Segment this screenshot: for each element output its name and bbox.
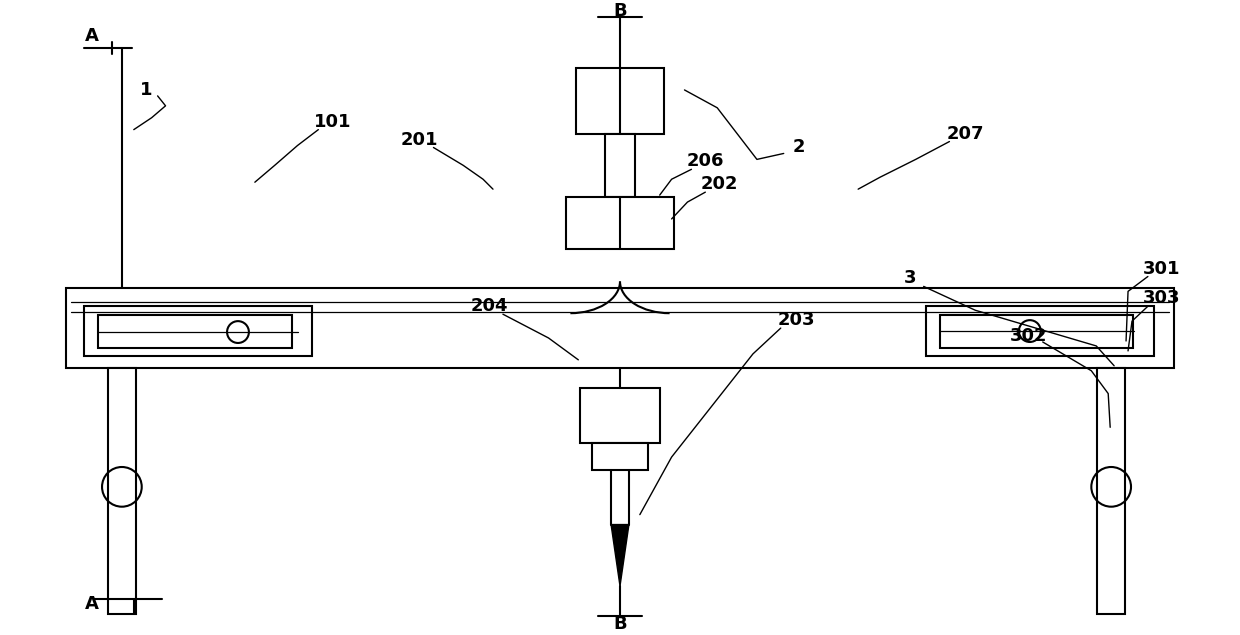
Text: 201: 201: [401, 131, 438, 149]
Polygon shape: [611, 525, 629, 586]
Bar: [84, 306, 312, 356]
Bar: [577, 68, 663, 133]
Text: 207: 207: [946, 124, 985, 143]
Text: 303: 303: [1143, 290, 1180, 307]
Text: A: A: [86, 595, 99, 613]
Text: 3: 3: [904, 269, 916, 288]
Text: 2: 2: [792, 138, 805, 156]
Text: 302: 302: [1011, 327, 1048, 345]
Bar: [1097, 368, 1125, 614]
Text: 101: 101: [314, 112, 351, 131]
Text: B: B: [614, 1, 626, 20]
Bar: [580, 387, 660, 443]
Bar: [605, 133, 635, 197]
Bar: [567, 197, 673, 249]
Bar: [925, 306, 1154, 356]
Text: 204: 204: [470, 297, 507, 315]
Bar: [108, 368, 135, 614]
Bar: [940, 315, 1133, 348]
Bar: [98, 315, 291, 348]
Bar: [66, 288, 1174, 368]
Text: 202: 202: [701, 175, 738, 193]
Text: 1: 1: [139, 81, 153, 99]
Text: 301: 301: [1143, 260, 1180, 277]
Bar: [593, 443, 647, 470]
Text: 206: 206: [687, 152, 724, 170]
Text: B: B: [614, 615, 626, 632]
Text: A: A: [86, 27, 99, 45]
Text: 203: 203: [777, 311, 816, 329]
